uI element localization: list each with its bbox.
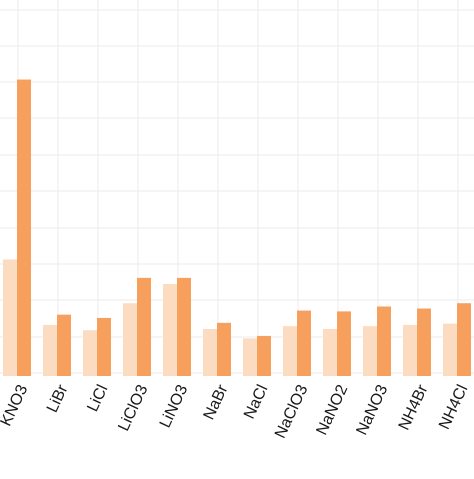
bar-kno3-s2 [17,79,31,377]
x-tick-label: NaClO3 [272,382,312,441]
bar-nh4br-s1 [403,324,417,376]
bar-licl-s1 [83,330,97,376]
x-tick-label: NaNO3 [353,382,391,438]
x-tick-label: NH4Br [396,382,432,433]
bar-lino3-s2 [177,277,191,376]
x-tick-labels: KNO3 LiBr LiCl LiClO3 LiNO3 NaBr NaCl NaClO3 NaN… [0,382,471,441]
bar-naclo3-s2 [297,310,311,376]
x-tick-label: NaBr [201,382,232,423]
bar-nh4cl-s1 [443,323,457,376]
bar-naclo3-s1 [283,326,297,376]
x-tick-label: LiCl [84,382,111,414]
bar-nano2-s2 [337,311,351,376]
x-tick-label: NH4Cl [436,382,471,432]
bars [3,79,471,377]
x-tick-label: LiClO3 [115,382,151,434]
bar-nano3-s1 [363,326,377,376]
x-tick-label: NaNO2 [313,382,351,438]
bar-nh4br-s2 [417,308,431,376]
bar-nano2-s1 [323,328,337,376]
bar-lino3-s1 [163,284,177,376]
bar-nacl-s1 [243,338,257,376]
x-tick-label: LiNO3 [157,382,192,430]
bar-nabr-s2 [217,322,231,376]
x-tick-label: KNO3 [0,382,32,429]
bar-nano3-s2 [377,306,391,376]
bar-nacl-s2 [257,335,271,376]
bar-nabr-s1 [203,328,217,376]
bar-kno3-s1 [3,259,17,376]
bar-libr-s1 [43,324,57,376]
x-tick-label: LiBr [44,382,72,416]
bar-libr-s2 [57,314,71,376]
bar-licl-s2 [97,317,111,376]
bar-liclo3-s1 [123,303,137,376]
x-tick-label: NaCl [241,382,271,421]
bar-liclo3-s2 [137,277,151,376]
grid [0,0,474,376]
bar-nh4cl-s2 [457,303,471,376]
